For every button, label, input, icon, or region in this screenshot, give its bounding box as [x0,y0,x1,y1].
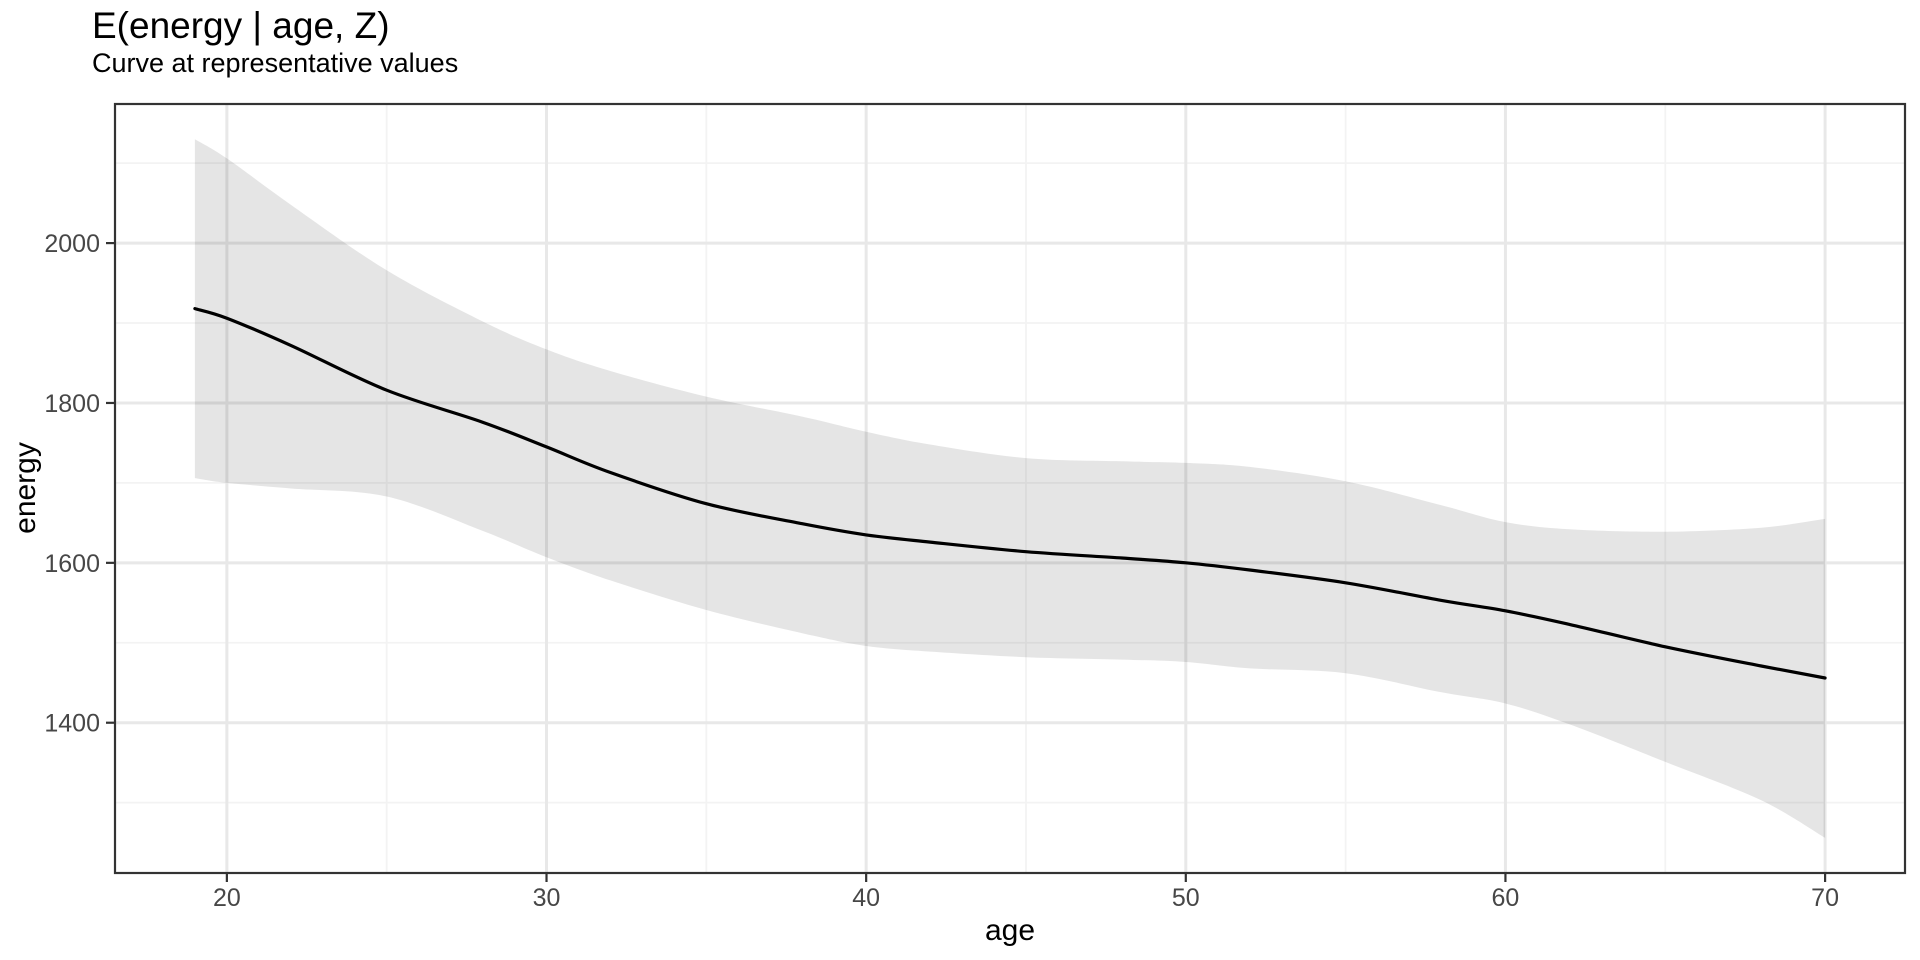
x-tick-label: 30 [533,884,561,912]
x-axis-title: age [984,914,1036,947]
fit-line [193,307,1827,680]
axis-tick-marks [106,241,1827,882]
minor-gridlines [115,104,1905,873]
panel-background [115,104,1905,873]
y-tick-label: 1800 [44,390,100,418]
plot-subtitle: Curve at representative values [92,48,459,78]
x-tick-label: 40 [852,884,880,912]
y-axis-title: energy [9,442,42,534]
x-tick-label: 20 [213,884,241,912]
x-tick-label: 60 [1492,884,1520,912]
y-tick-label: 1600 [44,550,100,578]
plot-title: E(energy | age, Z) [92,5,390,46]
y-tick-label: 1400 [44,710,100,738]
x-tick-label: 50 [1172,884,1200,912]
major-gridlines [115,104,1905,873]
panel-border [113,102,1907,875]
y-tick-label: 2000 [44,230,100,258]
confidence-ribbon [194,139,1826,838]
x-tick-label: 70 [1811,884,1839,912]
